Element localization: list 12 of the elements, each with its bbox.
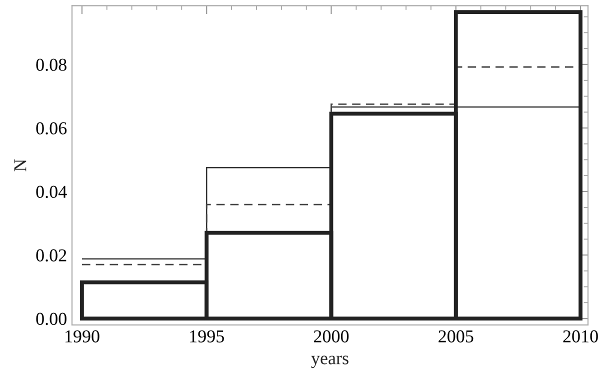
y-tick-label: 0.04 bbox=[36, 186, 67, 198]
x-axis-title: years bbox=[311, 356, 348, 368]
y-axis-title: N bbox=[14, 159, 26, 172]
x-tick-label: 1990 bbox=[66, 330, 100, 342]
x-tick-label: 2005 bbox=[438, 330, 474, 342]
x-tick-label: 1995 bbox=[190, 330, 224, 342]
y-tick-label: 0.00 bbox=[36, 312, 66, 326]
y-tick-label: 0.08 bbox=[36, 58, 66, 71]
x-tick-label: 2000 bbox=[314, 330, 349, 342]
y-tick-label: 0.02 bbox=[36, 249, 66, 262]
y-tick-label: 0.06 bbox=[36, 122, 67, 134]
x-tick-label: 2010 bbox=[563, 330, 598, 342]
